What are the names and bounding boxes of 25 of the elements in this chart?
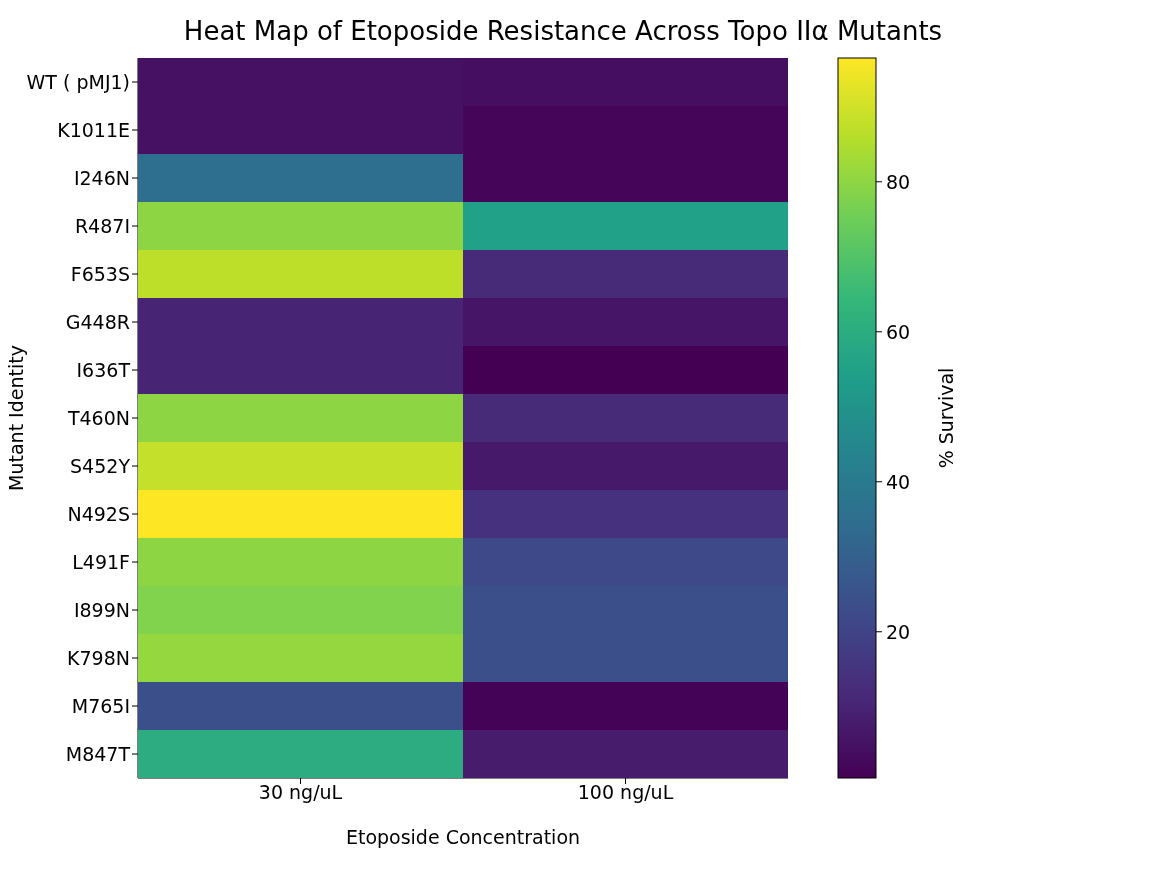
y-tick-label: L491F [72,550,130,573]
x-tick-label: 30 ng/uL [258,781,343,804]
y-tick-label: N492S [67,502,130,525]
y-tick-label: G448R [65,310,130,333]
y-tick-label: I899N [73,598,130,621]
chart-title: Heat Map of Etoposide Resistance Across Topo IIα Mutants [182,16,944,46]
color-bar-label: 20 [886,620,911,643]
y-tick-label: M765I [71,694,130,717]
y-tick-label: M847T [65,742,131,765]
color-bar-title: % Survival [935,367,957,469]
color-bar-label: 80 [886,170,911,193]
x-axis-title: Etoposide Concentration [345,826,581,848]
x-tick-label: 100 ng/uL [577,781,674,804]
y-tick-label: T460N [66,406,130,429]
color-bar-label: 40 [886,470,911,493]
y-tick-label: WT ( pMJ1) [26,70,130,93]
y-axis-title: Mutant Identity [4,345,27,491]
y-tick-label: S452Y [70,454,131,477]
color-bar-label: 60 [886,320,911,343]
y-tick-label: I636T [76,358,131,381]
y-tick-label: K798N [67,646,130,669]
y-tick-label: I246N [73,166,130,189]
y-tick-label: K1011E [57,118,130,141]
y-tick-label: R487I [74,214,130,237]
y-tick-label: F653S [70,262,130,285]
